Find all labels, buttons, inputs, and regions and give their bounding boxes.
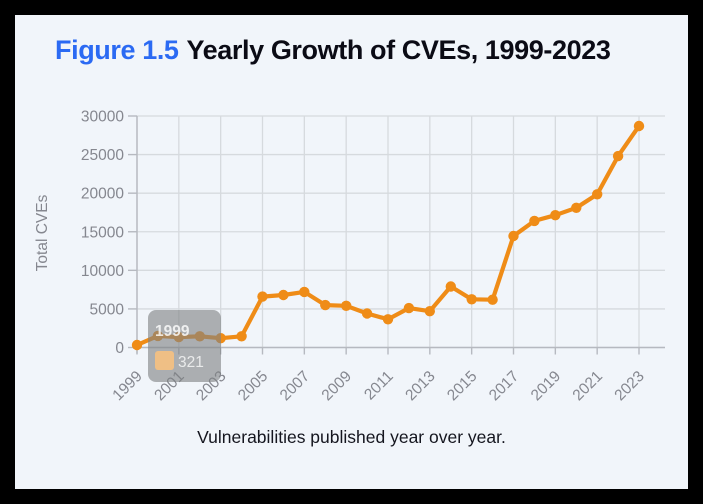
chart-caption: Vulnerabilities published year over year…	[197, 427, 506, 447]
tooltip-box	[148, 310, 221, 382]
data-point-2020[interactable]	[571, 202, 582, 213]
data-point-2013[interactable]	[424, 306, 435, 317]
y-tick-label: 25000	[81, 147, 124, 164]
data-point-2018[interactable]	[529, 215, 540, 227]
data-point-2023[interactable]	[633, 120, 645, 132]
x-tick-label: 2017	[486, 368, 522, 404]
data-point-2004[interactable]	[236, 331, 247, 342]
y-tick-label: 10000	[81, 263, 124, 280]
data-point-2014[interactable]	[445, 281, 456, 292]
data-point-2007[interactable]	[299, 286, 310, 298]
x-tick-label: 2013	[402, 368, 438, 404]
figure-title-text: Yearly Growth of CVEs, 1999-2023	[186, 35, 611, 65]
data-point-2021[interactable]	[592, 189, 603, 200]
data-point-2019[interactable]	[550, 210, 561, 221]
data-point-2015[interactable]	[466, 294, 477, 305]
data-point-2022[interactable]	[612, 150, 624, 162]
y-tick-label: 30000	[81, 109, 124, 126]
y-tick-label: 20000	[81, 186, 124, 203]
data-point-2012[interactable]	[403, 302, 415, 314]
tooltip-value: 321	[178, 354, 204, 371]
x-tick-label: 2009	[319, 368, 355, 404]
x-tick-label: 2019	[528, 368, 564, 404]
x-tick-label: 1999	[109, 368, 145, 404]
figure-number-label: Figure 1.5	[55, 35, 179, 65]
data-point-2009[interactable]	[341, 300, 352, 311]
y-axis-title: Total CVEs	[34, 194, 51, 271]
x-tick-label: 2023	[611, 368, 647, 404]
data-point-2011[interactable]	[382, 314, 394, 325]
x-tick-label: 2007	[277, 368, 313, 404]
tooltip-title: 1999	[155, 323, 190, 340]
y-tick-label: 0	[115, 340, 124, 357]
data-point-2016[interactable]	[487, 294, 498, 305]
y-tick-label: 5000	[90, 301, 125, 318]
x-tick-label: 2015	[444, 368, 480, 404]
figure-title: Figure 1.5 Yearly Growth of CVEs, 1999-20…	[55, 35, 611, 66]
data-point-2010[interactable]	[361, 308, 373, 319]
tooltip-series-swatch	[155, 351, 174, 370]
data-point-1999[interactable]	[131, 339, 143, 351]
x-tick-label: 2011	[361, 368, 397, 404]
tooltip: 1999 321	[148, 310, 221, 382]
y-tick-label: 15000	[81, 224, 124, 241]
data-point-2017[interactable]	[508, 230, 519, 242]
data-point-2008[interactable]	[320, 299, 331, 311]
x-tick-label: 2005	[235, 368, 271, 404]
x-tick-label: 2021	[570, 368, 606, 404]
data-point-2006[interactable]	[278, 289, 289, 301]
data-point-2005[interactable]	[257, 291, 268, 302]
